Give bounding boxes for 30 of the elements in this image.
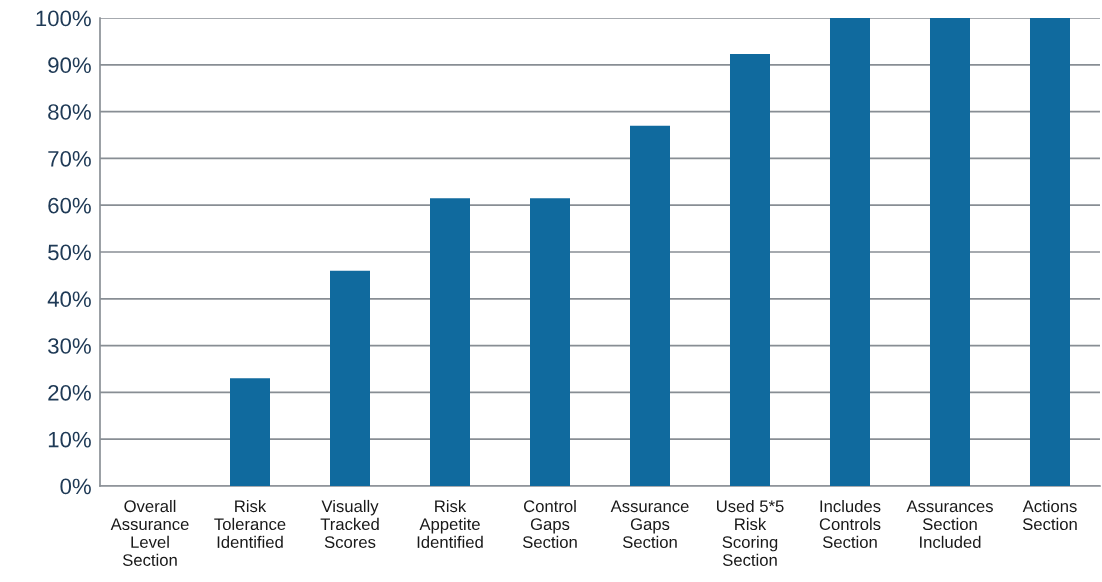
y-tick-label: 50% bbox=[48, 244, 91, 261]
x-tick-label: Includes Controls Section bbox=[819, 499, 881, 549]
x-tick-label: Control Gaps Section bbox=[522, 499, 577, 549]
y-tick-label: 10% bbox=[48, 431, 91, 448]
bar bbox=[730, 54, 770, 486]
x-tick-label: Risk Tolerance Identified bbox=[214, 499, 286, 549]
bar bbox=[430, 198, 470, 486]
y-tick-label: 30% bbox=[48, 338, 91, 354]
y-tick-label: 60% bbox=[48, 197, 91, 214]
x-tick-label: Visually Tracked Scores bbox=[320, 499, 379, 549]
x-tick-label: Assurance Gaps Section bbox=[610, 500, 689, 549]
bar bbox=[530, 198, 570, 486]
y-tick-label: 80% bbox=[48, 104, 91, 120]
bar bbox=[1030, 18, 1070, 486]
bar bbox=[330, 270, 370, 486]
y-tick-label: 90% bbox=[48, 57, 91, 74]
bar bbox=[630, 125, 670, 486]
x-tick-label: Risk Appetite Identified bbox=[417, 499, 483, 549]
bar bbox=[830, 18, 870, 486]
y-tick-label: 70% bbox=[48, 150, 91, 167]
y-tick-label: 100% bbox=[36, 10, 91, 27]
bar bbox=[930, 18, 970, 486]
x-tick-label: Used 5*5 Risk Scoring Section bbox=[717, 499, 784, 566]
y-tick-label: 20% bbox=[48, 384, 91, 401]
x-tick-label: Overall Assurance Level Section bbox=[110, 499, 189, 566]
y-tick-label: 0% bbox=[60, 478, 91, 495]
x-tick-label: Actions Section bbox=[1022, 499, 1077, 531]
bar bbox=[230, 378, 270, 486]
x-tick-label: Assurances Section Included bbox=[906, 500, 993, 549]
y-tick-label: 40% bbox=[47, 291, 91, 308]
